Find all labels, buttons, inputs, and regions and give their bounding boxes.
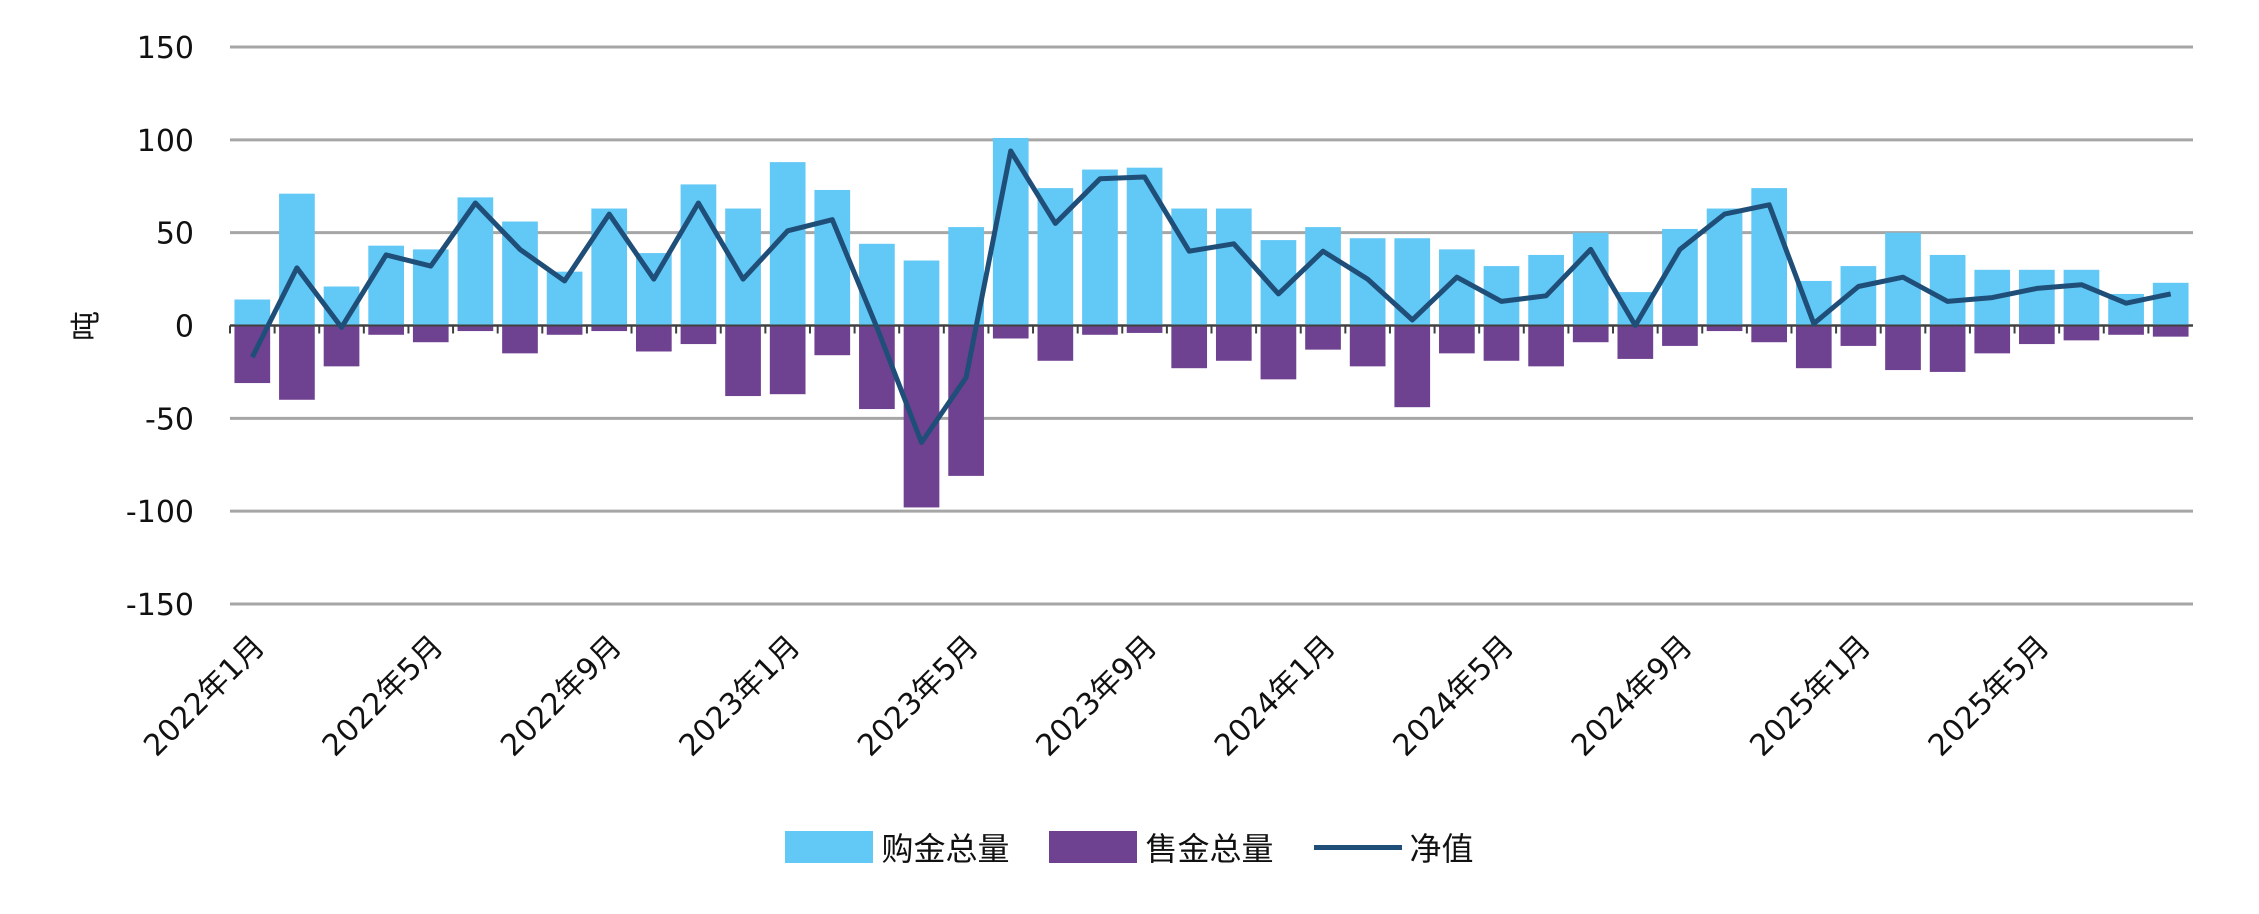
y-axis-label: 吨 xyxy=(69,311,104,341)
buy-bar xyxy=(1305,227,1341,326)
legend-swatch-buy xyxy=(785,831,874,863)
sell-bar xyxy=(1840,325,1877,346)
buy-bar xyxy=(1528,254,1564,326)
x-tick-label: 2023年1月 xyxy=(673,629,808,764)
buy-bar xyxy=(279,193,315,326)
buy-bar xyxy=(2152,282,2189,326)
sell-bar xyxy=(635,325,672,352)
sell-bar xyxy=(1126,325,1163,333)
legend-line-net xyxy=(1313,844,1402,850)
x-tick-label: 2025年1月 xyxy=(1743,629,1878,764)
sell-bar xyxy=(2019,325,2055,345)
sell-bar xyxy=(1483,325,1520,361)
sell-bar xyxy=(1751,325,1788,343)
sell-bar xyxy=(1885,325,1921,371)
sell-bar xyxy=(1706,325,1743,332)
bars xyxy=(234,137,2189,508)
net-line-path xyxy=(250,148,2172,445)
y-tick-label: 0 xyxy=(175,310,194,345)
buy-bar xyxy=(859,243,895,326)
buy-bar xyxy=(903,260,940,326)
sell-bar xyxy=(680,325,717,345)
sell-bar xyxy=(368,325,404,335)
sell-bar xyxy=(1617,325,1654,359)
sell-bar xyxy=(1439,325,1475,354)
legend: 购金总量 售金总量 净值 xyxy=(0,825,2259,869)
x-tick-label: 2024年1月 xyxy=(1208,629,1343,764)
buy-bar xyxy=(234,299,271,326)
x-tick-label: 2022年9月 xyxy=(494,629,629,764)
x-tick-label: 2023年5月 xyxy=(851,629,986,764)
buy-bar xyxy=(2019,269,2055,326)
sell-bar xyxy=(502,325,538,354)
buy-bar xyxy=(1215,208,1252,326)
sell-bar xyxy=(1215,325,1252,361)
x-axis-ticks: 2022年1月 2022年5月 2022年9月 2023年1月 2023年5月 2023年… xyxy=(137,629,2056,764)
zero-axis xyxy=(229,324,2193,334)
buy-bar xyxy=(2063,269,2100,326)
legend-label-sell: 售金总量 xyxy=(1145,830,1274,868)
y-tick-label: -150 xyxy=(126,588,194,623)
sell-bar xyxy=(1260,325,1297,380)
sell-bar xyxy=(1572,325,1609,343)
sell-bar xyxy=(1795,325,1832,369)
x-tick-label: 2022年5月 xyxy=(316,629,451,764)
sell-bar xyxy=(279,325,315,400)
sell-bar xyxy=(725,325,761,397)
net-line xyxy=(250,148,2172,445)
sell-bar xyxy=(1171,325,1208,369)
sell-bar xyxy=(1037,325,1074,361)
buy-bar xyxy=(992,137,1029,326)
sell-bar xyxy=(412,325,449,343)
buy-bar xyxy=(1572,232,1609,326)
buy-bar xyxy=(591,208,628,326)
sell-bar xyxy=(1929,325,1966,372)
sell-bar xyxy=(992,325,1029,339)
x-tick-label: 2025年5月 xyxy=(1922,629,2057,764)
buy-bar xyxy=(1394,238,1431,326)
sell-bar xyxy=(1349,325,1386,367)
x-tick-label: 2022年1月 xyxy=(137,629,272,764)
x-tick-label: 2024年9月 xyxy=(1565,629,1700,764)
legend-item-sell: 售金总量 xyxy=(1049,824,1274,870)
y-axis-ticks: 150 100 50 0 -50 -100 -150 xyxy=(126,31,194,623)
sell-bar xyxy=(1305,325,1341,350)
y-tick-label: -100 xyxy=(126,495,194,530)
y-tick-label: 100 xyxy=(137,124,194,159)
sell-bar xyxy=(2108,325,2144,335)
sell-bar xyxy=(2063,325,2100,341)
legend-label-net: 净值 xyxy=(1409,830,1474,868)
sell-bar xyxy=(814,325,851,356)
buy-bar xyxy=(814,189,851,326)
sell-bar xyxy=(769,325,806,395)
sell-bar xyxy=(591,325,628,332)
sell-bar xyxy=(859,325,895,410)
sell-bar xyxy=(948,325,984,476)
y-tick-label: 50 xyxy=(156,217,194,252)
sell-bar xyxy=(1662,325,1698,346)
legend-label-buy: 购金总量 xyxy=(881,830,1010,868)
x-tick-label: 2023年9月 xyxy=(1030,629,1165,764)
sell-bar xyxy=(323,325,360,367)
sell-bar xyxy=(2152,325,2189,337)
y-tick-label: 150 xyxy=(137,31,194,66)
x-tick-label: 2024年5月 xyxy=(1386,629,1521,764)
sell-bar xyxy=(1528,325,1564,367)
sell-bar xyxy=(546,325,583,335)
sell-bar xyxy=(457,325,494,332)
sell-bar xyxy=(1974,325,2011,354)
legend-swatch-sell xyxy=(1049,831,1138,863)
sell-bar xyxy=(1082,325,1118,335)
buy-bar xyxy=(1929,254,1966,326)
buy-bar xyxy=(1082,169,1118,326)
buy-bar xyxy=(1662,228,1698,326)
sell-bar xyxy=(1394,325,1431,408)
legend-item-buy: 购金总量 xyxy=(785,824,1009,870)
buy-bar xyxy=(1706,208,1743,326)
buy-bar xyxy=(1126,167,1163,326)
legend-item-net: 净值 xyxy=(1313,824,1474,870)
y-tick-label: -50 xyxy=(145,402,194,437)
